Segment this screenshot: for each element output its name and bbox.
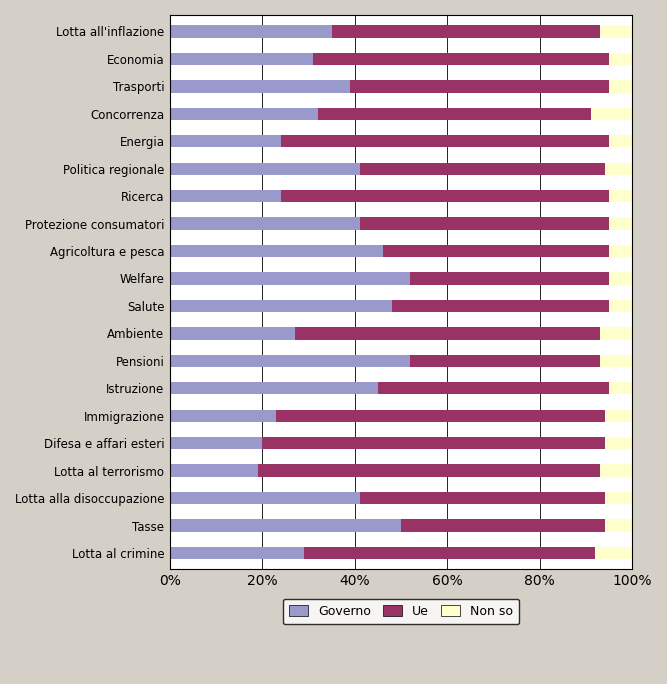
Bar: [595, 547, 632, 559]
Bar: [170, 519, 401, 531]
Bar: [600, 327, 632, 339]
Bar: [318, 107, 591, 120]
Bar: [609, 272, 632, 285]
Bar: [170, 218, 360, 230]
Bar: [170, 190, 281, 202]
Bar: [600, 464, 632, 477]
Bar: [170, 135, 281, 148]
Bar: [170, 245, 383, 257]
Bar: [360, 163, 604, 175]
Bar: [609, 218, 632, 230]
Bar: [258, 464, 600, 477]
Bar: [170, 300, 392, 312]
Bar: [170, 547, 304, 559]
Bar: [170, 327, 295, 339]
Bar: [609, 135, 632, 148]
Bar: [170, 437, 263, 449]
Bar: [170, 464, 258, 477]
Bar: [170, 53, 313, 65]
Bar: [604, 492, 632, 504]
Bar: [170, 25, 331, 38]
Bar: [609, 190, 632, 202]
Bar: [170, 163, 360, 175]
Bar: [170, 410, 276, 422]
Bar: [281, 190, 609, 202]
Bar: [331, 25, 600, 38]
Bar: [170, 272, 410, 285]
Bar: [350, 80, 609, 92]
Bar: [600, 355, 632, 367]
Bar: [591, 107, 632, 120]
Bar: [392, 300, 609, 312]
Bar: [401, 519, 604, 531]
Bar: [609, 80, 632, 92]
Bar: [609, 245, 632, 257]
Bar: [170, 80, 350, 92]
Bar: [263, 437, 604, 449]
Bar: [304, 547, 595, 559]
Bar: [313, 53, 609, 65]
Bar: [170, 355, 410, 367]
Bar: [410, 272, 609, 285]
Bar: [609, 300, 632, 312]
Bar: [609, 382, 632, 395]
Bar: [281, 135, 609, 148]
Legend: Governo, Ue, Non so: Governo, Ue, Non so: [283, 598, 520, 624]
Bar: [170, 107, 318, 120]
Bar: [360, 218, 609, 230]
Bar: [276, 410, 604, 422]
Bar: [604, 437, 632, 449]
Bar: [609, 53, 632, 65]
Bar: [604, 163, 632, 175]
Bar: [604, 519, 632, 531]
Bar: [170, 492, 360, 504]
Bar: [378, 382, 609, 395]
Bar: [410, 355, 600, 367]
Bar: [295, 327, 600, 339]
Bar: [383, 245, 609, 257]
Bar: [604, 410, 632, 422]
Bar: [170, 382, 378, 395]
Bar: [360, 492, 604, 504]
Bar: [600, 25, 632, 38]
